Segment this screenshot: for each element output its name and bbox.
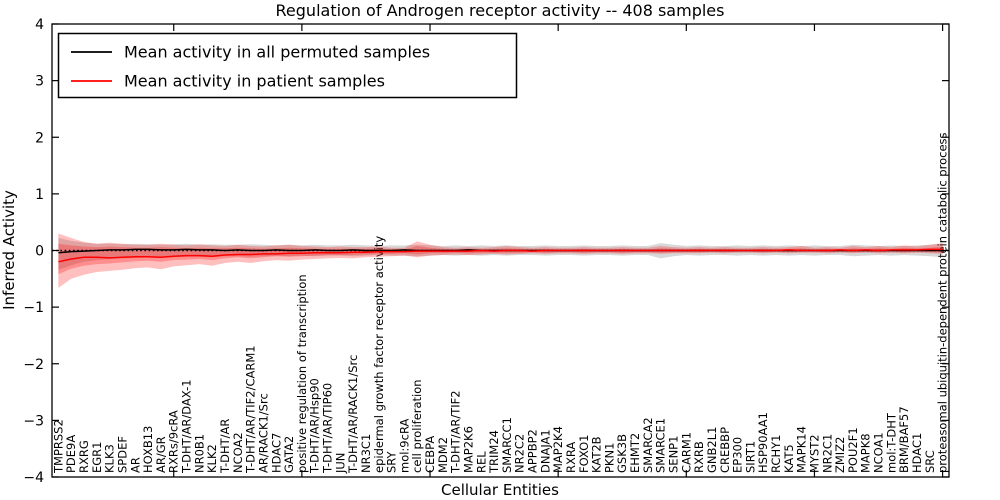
x-category-label: SMARCC1 [500, 417, 514, 473]
permuted-samples-std-band [58, 238, 943, 270]
x-category-label: MAPK14 [795, 426, 809, 473]
legend-box [57, 32, 518, 99]
x-category-label: T-DHT/AR/TIF2 [449, 390, 463, 474]
x-category-label: TRIM24 [487, 430, 501, 474]
x-category-label: SPDEF [116, 436, 130, 473]
x-category-label: AR/RACK1/Src [256, 393, 270, 473]
x-category-label: HDAC7 [269, 433, 283, 473]
x-category-label: PDE9A [64, 435, 78, 473]
y-tick-labels: 4 3 2 1 0 −1 −2 −3 −4 [23, 17, 44, 486]
x-category-label: MYST2 [808, 434, 822, 473]
x-category-label: NR3C1 [359, 434, 373, 473]
y-axis-label: Inferred Activity [0, 190, 18, 310]
x-category-label: T-DHT/AR/TIP60 [321, 383, 335, 474]
x-category-label: SRC [923, 450, 937, 473]
x-category-label: NR2C2 [513, 434, 527, 473]
x-category-label: KAT5 [782, 444, 796, 473]
x-category-label: mol:T-DHT [884, 412, 898, 473]
y-tick-label: 3 [35, 74, 44, 90]
axes-spines-and-ticks [51, 23, 950, 478]
x-category-label: MAP2K6 [462, 426, 476, 473]
y-tick-label: 0 [35, 244, 44, 260]
y-tick-label: −1 [23, 300, 44, 316]
x-category-label: GSK3B [615, 434, 629, 473]
x-category-label: HOXB13 [141, 426, 155, 473]
x-category-label: TMPRSS2 [51, 419, 65, 474]
x-category-label: proteasomal ubiquitin-dependent protein … [936, 132, 950, 473]
y-tick-label: 2 [35, 130, 44, 146]
x-category-label: SMARCE1 [654, 418, 668, 473]
y-tick-label: −2 [23, 357, 44, 373]
y-tick-label: 4 [35, 17, 44, 33]
x-category-label: KLK3 [103, 444, 117, 473]
x-category-label: CARM1 [679, 432, 693, 473]
x-category-label: T-DHT/AR/RACK1/Src [346, 355, 360, 474]
x-category-label: GATA2 [282, 436, 296, 473]
x-category-label: AR/GR [154, 436, 168, 473]
legend-label: Mean activity in patient samples [124, 72, 385, 91]
x-category-label: DNAJA1 [538, 429, 552, 473]
chart-title: Regulation of Androgen receptor activity… [276, 1, 725, 20]
x-category-label: ZMIZ2 [833, 437, 847, 473]
x-category-label: SENP1 [667, 436, 681, 473]
x-category-label: AR [128, 457, 142, 473]
x-category-label: NR2C1 [820, 434, 834, 473]
x-category-label: REL [474, 451, 488, 473]
x-category-label: NR0B1 [192, 434, 206, 473]
y-tick-label: −4 [23, 470, 44, 486]
x-category-label: HSP90AA1 [756, 412, 770, 473]
legend-label: Mean activity in all permuted samples [124, 43, 430, 62]
x-category-label: KAT2B [590, 436, 604, 473]
x-category-label: APPBP2 [526, 429, 540, 473]
y-tick-label: 1 [35, 187, 44, 203]
series-lines [58, 248, 943, 263]
x-category-label: GNB2L1 [705, 427, 719, 473]
x-category-label: SMARCA2 [641, 417, 655, 473]
x-category-label: KLK2 [205, 444, 219, 473]
x-category-label: RXRB [692, 441, 706, 473]
x-category-label: RCHY1 [769, 435, 783, 473]
x-category-label: RXRs/9cRA [167, 410, 181, 473]
x-category-label: T-DHT/AR/TIF2/CARM1 [244, 345, 258, 474]
x-category-label: T-DHT/AR/Hsp90 [308, 378, 322, 474]
x-category-label: NCOA1 [872, 432, 886, 473]
x-category-label: T-DHT/AR [218, 419, 232, 474]
x-category-label: SIRT1 [743, 441, 757, 473]
patient-samples-outer-band [58, 233, 943, 288]
x-category-label: MAPK8 [859, 433, 873, 473]
x-category-label: EHMT2 [628, 433, 642, 473]
x-category-label: CREBBP [718, 427, 732, 473]
x-category-label: SRY [385, 450, 399, 473]
patient-mean-line [58, 248, 943, 263]
x-category-label: MAP2K4 [551, 426, 565, 473]
x-category-label: RXRG [77, 440, 91, 473]
x-category-label: mol:9cRA [397, 419, 411, 473]
x-category-label: FOXO1 [577, 435, 591, 473]
x-category-label: EGR1 [90, 442, 104, 474]
x-category-label: cell proliferation [410, 379, 424, 473]
x-category-label: JUN [333, 453, 347, 474]
x-category-label: positive regulation of transcription [295, 274, 309, 473]
x-category-label: RXRA [564, 442, 578, 473]
legend: Mean activity in all permuted samples Mea… [57, 32, 518, 99]
x-axis-label: Cellular Entities [441, 481, 559, 499]
x-category-label: BRM/BAF57 [897, 406, 911, 473]
confidence-bands [58, 233, 943, 288]
x-category-label: NCOA2 [231, 432, 245, 473]
x-category-label: CEBPA [423, 436, 437, 473]
x-category-labels: TMPRSS2PDE9ARXRGEGR1KLK3SPDEFARHOXB13AR/… [51, 132, 949, 474]
x-category-label: epidermal growth factor receptor activit… [372, 236, 386, 473]
patient-samples-inner-band [58, 243, 943, 275]
x-category-label: PKN1 [602, 443, 616, 473]
x-category-label: HDAC1 [910, 433, 924, 473]
x-category-label: MDM2 [436, 437, 450, 473]
x-category-label: T-DHT/AR/DAX-1 [180, 379, 194, 474]
x-category-label: EP300 [731, 437, 745, 473]
y-tick-label: −3 [23, 413, 44, 429]
x-category-label: POU2F1 [846, 427, 860, 473]
